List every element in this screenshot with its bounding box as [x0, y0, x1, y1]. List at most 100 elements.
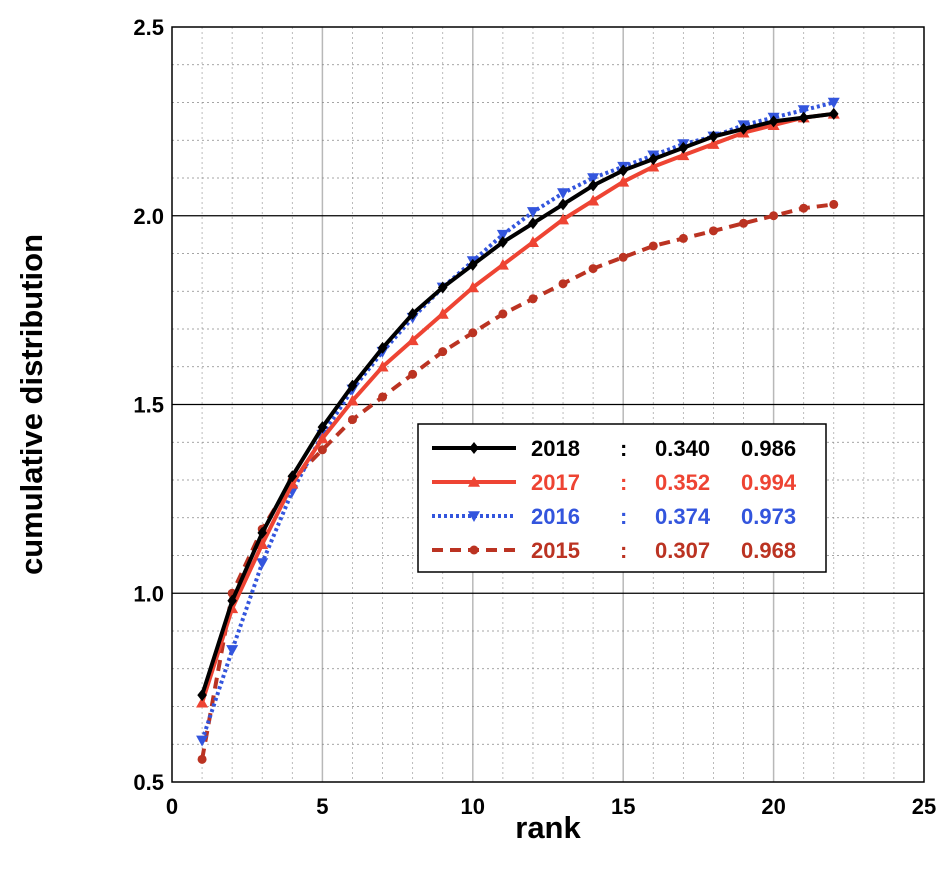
data-point [377, 341, 388, 354]
x-tick-label: 0 [166, 794, 178, 819]
legend-value-1: 0.374 [655, 504, 711, 529]
data-point [197, 689, 207, 702]
series-line [200, 111, 835, 696]
x-axis-ticks: 0 5 10 15 20 25 [166, 794, 936, 819]
data-point [317, 445, 327, 455]
data-point [528, 217, 538, 230]
data-point [526, 207, 539, 218]
data-point [558, 279, 568, 289]
x-tick-label: 5 [316, 794, 328, 819]
y-tick-label: 1.0 [133, 581, 164, 606]
y-axis-ticks: 0.5 1.0 1.5 2.0 2.5 [133, 15, 164, 795]
y-tick-label: 2.5 [133, 15, 164, 40]
legend-entry-2015: 2015: 0.307 0.968 [432, 538, 796, 563]
data-point [678, 233, 688, 243]
data-point [406, 334, 419, 346]
data-point [496, 229, 509, 241]
legend-value-1: 0.307 [655, 538, 710, 563]
legend-entry-2017: 2017: 0.352 0.994 [432, 470, 797, 495]
data-point [468, 328, 478, 338]
legend-value-2: 0.994 [741, 470, 797, 495]
legend-value-2: 0.973 [741, 504, 796, 529]
data-point [617, 175, 630, 187]
data-point [528, 294, 538, 304]
data-point [708, 130, 719, 143]
data-point [526, 236, 539, 247]
data-point [316, 432, 329, 444]
y-tick-label: 2.0 [133, 204, 164, 229]
y-tick-label: 1.5 [133, 393, 164, 418]
x-axis-title: rank [515, 810, 581, 845]
data-point [468, 476, 480, 487]
y-axis-title: cumulative distribution [14, 234, 49, 575]
legend-separator: : [620, 538, 627, 563]
data-point [828, 107, 839, 120]
data-point [797, 105, 810, 117]
data-point [196, 735, 209, 747]
data-point [648, 153, 659, 166]
legend-entry-2018: 2018: 0.340 0.986 [432, 436, 796, 461]
data-point [496, 258, 509, 270]
data-point [827, 97, 840, 109]
data-point [498, 236, 508, 249]
data-point [498, 309, 508, 319]
legend-value-1: 0.340 [655, 436, 710, 461]
series-2018 [197, 107, 839, 702]
series-2015 [197, 199, 839, 764]
data-point [557, 188, 570, 200]
data-point [588, 179, 598, 192]
data-point [436, 307, 449, 319]
data-point [317, 421, 328, 434]
data-point [468, 511, 480, 522]
legend-label: 2015 [531, 538, 580, 563]
data-point [799, 203, 809, 213]
data-point [256, 558, 269, 570]
x-tick-label: 15 [611, 794, 635, 819]
legend-label: 2017 [531, 470, 580, 495]
data-point [587, 173, 600, 184]
plot-frame [171, 26, 925, 783]
data-point [798, 111, 809, 124]
data-point [707, 138, 720, 149]
data-point [738, 122, 749, 135]
data-point [677, 149, 690, 161]
data-point [256, 538, 269, 549]
data-point [438, 347, 448, 357]
data-point [708, 226, 718, 236]
legend-value-2: 0.968 [741, 538, 796, 563]
data-point [469, 442, 479, 454]
data-point [648, 241, 658, 251]
data-point [287, 470, 298, 483]
data-point [468, 258, 478, 271]
legend-value-1: 0.352 [655, 470, 710, 495]
data-point [346, 394, 359, 406]
data-point [257, 526, 268, 539]
series-line [200, 202, 835, 760]
grid [172, 27, 924, 782]
data-point [466, 281, 479, 293]
legend-separator: : [620, 470, 627, 495]
y-tick-label: 0.5 [133, 770, 164, 795]
legend: 2018: 0.340 0.986 2017: 0.352 0.994 2016: 0.374… [417, 423, 827, 573]
legend-label: 2016 [531, 504, 580, 529]
data-point [618, 252, 628, 262]
data-point [347, 415, 357, 425]
legend-entry-2016: 2016: 0.374 0.973 [432, 504, 796, 529]
data-point [557, 213, 570, 225]
data-point [829, 199, 839, 209]
data-point [588, 264, 598, 274]
data-point [196, 696, 209, 708]
data-point [407, 307, 418, 320]
data-point [768, 115, 779, 128]
legend-separator: : [620, 504, 627, 529]
data-point [678, 141, 689, 154]
data-point [587, 194, 600, 206]
data-point [376, 360, 389, 372]
legend-label: 2018 [531, 436, 580, 461]
data-point [647, 160, 660, 172]
legend-value-2: 0.986 [741, 436, 796, 461]
data-point [378, 392, 388, 402]
data-point [469, 545, 479, 555]
data-point [558, 198, 568, 211]
